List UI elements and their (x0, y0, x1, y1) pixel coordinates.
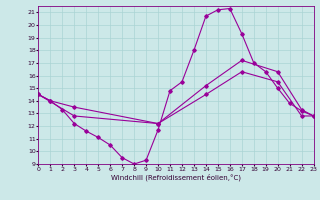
X-axis label: Windchill (Refroidissement éolien,°C): Windchill (Refroidissement éolien,°C) (111, 173, 241, 181)
